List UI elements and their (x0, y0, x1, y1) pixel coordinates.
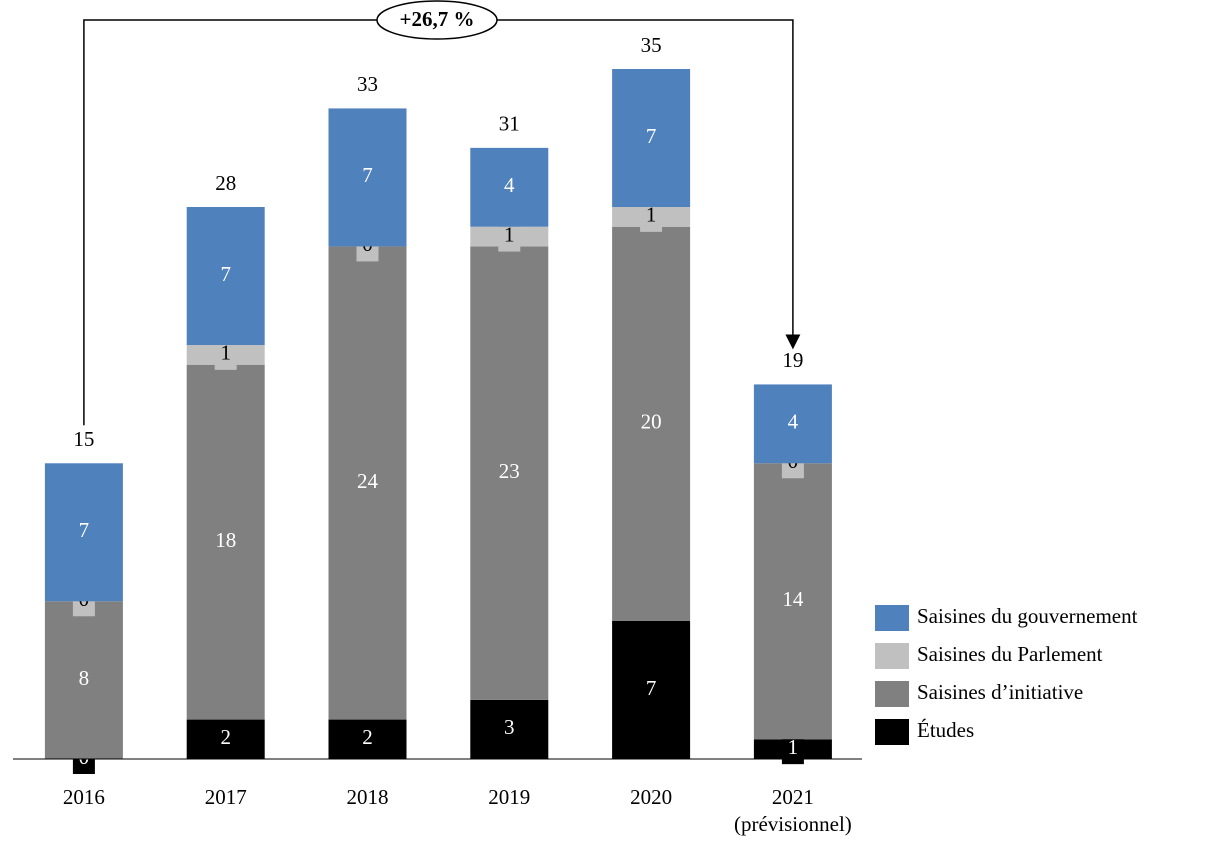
value-label: 14 (782, 587, 804, 611)
total-label: 33 (357, 72, 378, 96)
value-label: 24 (357, 469, 379, 493)
bar-segment (44, 463, 123, 602)
total-label: 15 (73, 427, 94, 451)
legend-swatch (875, 681, 909, 707)
value-label: 7 (220, 262, 231, 286)
bar-segment (470, 246, 549, 700)
bar-segment (612, 226, 691, 621)
value-label: 7 (79, 518, 90, 542)
value-label: 1 (504, 222, 515, 246)
value-label: 7 (646, 124, 657, 148)
annotation: +26,7 % (400, 7, 475, 31)
legend-label: Saisines d’initiative (917, 680, 1083, 704)
value-label: 4 (504, 173, 515, 197)
total-label: 31 (499, 112, 520, 136)
legend-swatch (875, 643, 909, 669)
bar-segment (470, 699, 549, 759)
value-label: 7 (646, 676, 657, 700)
bar-segment (44, 601, 123, 759)
bar-segment (612, 621, 691, 759)
value-label: 1 (788, 735, 799, 759)
value-label: 4 (788, 410, 799, 434)
value-label: 2 (362, 725, 373, 749)
bar-segment (612, 69, 691, 207)
annotation-box (376, 0, 498, 40)
legend-label: Études (917, 718, 974, 742)
legend-label: Saisines du gouvernement (917, 604, 1138, 628)
value-label: 8 (79, 666, 90, 690)
bar-segment (470, 147, 549, 227)
bar-segment (328, 719, 407, 759)
x-tick-label: 2016 (62, 785, 105, 809)
x-tick-label: 2020 (630, 785, 673, 809)
value-label: 20 (641, 410, 662, 434)
x-tick-label: 2017 (204, 785, 247, 809)
x-tick-label: 2019 (488, 785, 531, 809)
value-label-bg (640, 201, 663, 232)
value-label: 2 (220, 725, 231, 749)
legend-swatch (875, 719, 909, 745)
x-tick-label: 2021 (prévisionnel) (733, 785, 852, 836)
legend-label: Saisines du Parlement (917, 642, 1103, 666)
bar-segment (186, 364, 265, 720)
bar-segment (753, 384, 832, 464)
value-label: 7 (362, 163, 373, 187)
value-label: 1 (646, 203, 657, 227)
value-label-bg (214, 339, 237, 370)
x-tick-label: 2018 (346, 785, 389, 809)
total-label: 35 (641, 33, 662, 57)
value-label: 3 (504, 715, 515, 739)
value-label: 18 (215, 528, 236, 552)
total-label: 19 (782, 348, 803, 372)
bar-segment (186, 207, 265, 345)
value-label: 1 (220, 341, 231, 365)
bar-segment (753, 463, 832, 740)
value-label-bg (498, 221, 521, 252)
bar-segment (328, 246, 407, 720)
bar-segment (328, 108, 407, 247)
value-label: 23 (499, 459, 520, 483)
bar-segment (186, 719, 265, 759)
value-label-bg (781, 734, 804, 765)
legend-swatch (875, 605, 909, 631)
total-label: 28 (215, 171, 236, 195)
